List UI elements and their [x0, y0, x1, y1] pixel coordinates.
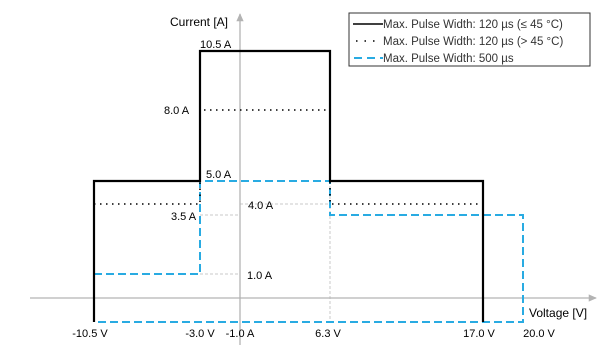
legend-box — [348, 12, 591, 67]
annotation-labels: 10.5 A 8.0 A 5.0 A 4.0 A 3.5 A 1.0 A -3.0 V 6.3… — [72, 39, 555, 340]
annotation-label: -3.0 V — [185, 328, 215, 340]
legend-label-solid: Max. Pulse Width: 120 µs (≤ 45 °C) — [383, 19, 563, 31]
annotation-label: 4.0 A — [248, 200, 274, 212]
series-line-dotted — [94, 109, 483, 205]
legend-label-dashed: Max. Pulse Width: 500 µs — [383, 53, 514, 65]
annotation-label: 5.0 A — [206, 169, 232, 181]
y-axis-title: Current [A] — [170, 15, 228, 29]
annotation-label: 1.0 A — [247, 270, 273, 282]
annotation-label: 8.0 A — [164, 105, 190, 117]
annotation-label: 20.0 V — [523, 328, 555, 340]
annotation-label: 17.0 V — [463, 328, 495, 340]
annotation-label: 10.5 A — [200, 39, 232, 51]
legend-label-dotted: Max. Pulse Width: 120 µs (> 45 °C) — [383, 36, 563, 48]
annotation-label: -10.5 V — [72, 328, 108, 340]
series-group — [92, 49, 524, 323]
x-axis-title: Voltage [V] — [529, 306, 587, 320]
series-line-dashed — [93, 180, 524, 323]
annotation-label: -1.0 A — [226, 328, 255, 340]
legend: Max. Pulse Width: 120 µs (≤ 45 °C) Max. … — [348, 12, 591, 67]
annotation-label: 6.3 V — [315, 328, 341, 340]
series-line-solid — [92, 49, 485, 322]
annotation-label: 3.5 A — [171, 211, 197, 223]
